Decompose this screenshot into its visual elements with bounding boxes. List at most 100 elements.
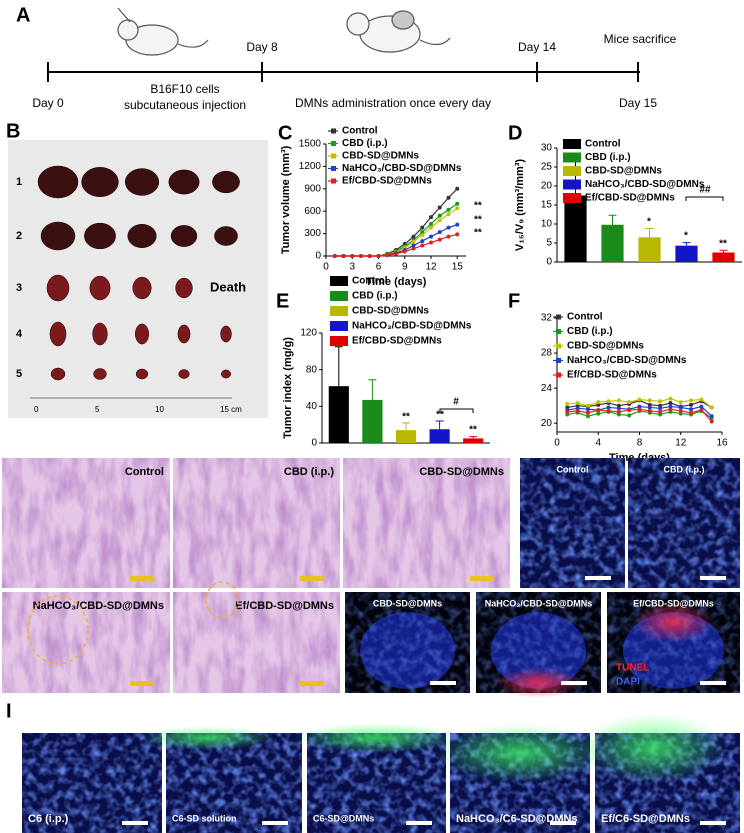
y-tick-label: 30 — [541, 143, 553, 154]
point — [606, 399, 611, 404]
x-tick-label: 16 — [716, 438, 728, 449]
x-tick-label: 0 — [323, 262, 329, 273]
image-label: Ef/C6-SD@DMNs — [601, 813, 690, 825]
point — [689, 410, 694, 415]
significance: ** — [719, 239, 727, 250]
significance: ** — [474, 201, 482, 212]
point — [455, 201, 460, 206]
point — [606, 408, 611, 413]
legend-swatch — [330, 291, 348, 301]
signal — [293, 723, 460, 753]
scale-bar — [122, 821, 148, 825]
legend-label: Ef/CBD-SD@DMNs — [567, 370, 657, 381]
point — [689, 407, 694, 412]
point — [668, 401, 673, 406]
day-label: Day 15 — [619, 96, 657, 110]
tumor — [37, 165, 79, 199]
legend-swatch — [330, 276, 348, 286]
event-label: B16F10 cells — [150, 82, 219, 96]
tumor — [177, 324, 191, 344]
point — [411, 243, 416, 248]
legend-label: CBD-SD@DMNs — [352, 306, 429, 317]
point — [678, 405, 683, 410]
image-label: Ef/CBD-SD@DMNs — [235, 600, 334, 612]
day-label: Day 8 — [246, 40, 278, 54]
point — [627, 408, 632, 413]
point — [376, 254, 381, 258]
scale-bar — [470, 576, 494, 581]
point — [596, 411, 601, 416]
legend-marker — [556, 314, 561, 320]
legend-marker — [331, 128, 336, 134]
point — [616, 398, 621, 403]
x-tick-label: 6 — [376, 262, 382, 273]
point — [575, 408, 580, 413]
point — [658, 409, 663, 414]
error-bar — [368, 379, 377, 400]
tumor — [81, 167, 119, 197]
panel-label: A — [16, 4, 30, 26]
legend-marker — [556, 358, 561, 363]
error-bar — [469, 436, 478, 439]
legend-label: NaHCO₃/CBD-SD@DMNs — [352, 321, 472, 332]
point — [411, 234, 416, 239]
image-label: C6 (i.p.) — [28, 813, 69, 825]
error-bar — [402, 422, 410, 431]
fluor-texture — [520, 458, 625, 588]
tumor — [135, 323, 149, 345]
significance: # — [453, 397, 459, 408]
y-tick-label: 24 — [541, 383, 553, 394]
tumor — [49, 321, 67, 347]
day-label: Day 0 — [32, 96, 64, 110]
point — [446, 195, 451, 200]
y-axis-label: Tumor index (mg/g) — [282, 337, 294, 439]
ruler-label: 10 — [155, 405, 164, 414]
y-tick-label: 32 — [541, 313, 553, 324]
error-bar — [334, 346, 343, 387]
significance: ## — [699, 185, 711, 196]
point — [341, 254, 346, 258]
tumor — [178, 369, 190, 379]
bar — [463, 438, 484, 443]
significance: ** — [469, 425, 477, 436]
point — [455, 222, 460, 227]
point — [420, 233, 425, 238]
tumor — [220, 325, 232, 343]
point — [699, 404, 704, 409]
point — [637, 397, 642, 402]
point — [709, 414, 714, 419]
tumor — [50, 367, 66, 381]
image-label: C6-SD solution — [172, 813, 237, 823]
point — [678, 400, 683, 405]
point — [658, 399, 663, 404]
image-label: CBD-SD@DMNs — [419, 466, 504, 478]
tumor — [170, 225, 198, 247]
y-tick-label: 10 — [541, 219, 553, 230]
significance: * — [647, 217, 651, 228]
y-tick-label: 900 — [304, 183, 321, 194]
scale-bar — [585, 576, 611, 580]
tumor — [175, 277, 193, 299]
legend-label: Control — [585, 139, 621, 150]
legend-label: Ef/CBD-SD@DMNs — [342, 176, 432, 187]
row-label: 1 — [16, 176, 22, 188]
legend-swatch — [563, 193, 581, 203]
x-tick-label: 9 — [402, 262, 408, 273]
point — [596, 400, 601, 405]
legend-marker — [331, 141, 336, 146]
error-bar — [435, 420, 444, 430]
image-label: Control — [125, 466, 164, 478]
fluor-texture — [345, 592, 470, 693]
point — [699, 408, 704, 413]
bar — [395, 430, 417, 443]
y-tick-label: 40 — [306, 401, 318, 412]
row-label: 4 — [16, 328, 23, 340]
panel-label: C — [278, 122, 292, 144]
y-tick-label: 0 — [546, 257, 552, 268]
stain-label: TUNEL — [616, 663, 649, 674]
point — [606, 405, 611, 410]
legend-marker — [556, 372, 561, 378]
point — [437, 237, 442, 242]
bracket — [685, 196, 724, 201]
